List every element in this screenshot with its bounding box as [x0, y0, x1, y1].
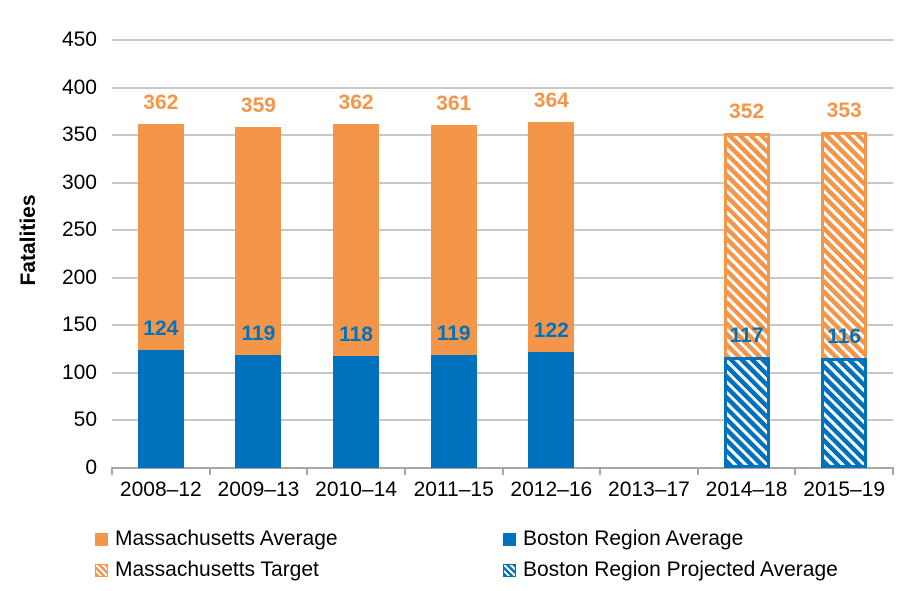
gridline: [112, 229, 893, 232]
x-tick-label: 2010–14: [315, 478, 397, 501]
gridline: [112, 419, 893, 422]
y-tick-label: 150: [61, 313, 97, 337]
x-tick-label: 2012–16: [510, 478, 593, 501]
bar-boston-average-segment: [137, 350, 184, 468]
legend-swatch-hatched: [95, 563, 108, 577]
x-axis-tick: [794, 467, 797, 475]
legend-item: Massachusetts Target: [95, 559, 503, 581]
y-tick-label: 100: [61, 360, 97, 384]
bar-boston-label: 122: [533, 318, 569, 342]
legend-swatch-hatched: [503, 563, 516, 577]
legend-label: Massachusetts Target: [115, 558, 319, 581]
bar-total-label: 359: [240, 93, 276, 117]
x-axis-tick: [696, 467, 699, 475]
gridline: [112, 324, 893, 327]
x-tick-label: 2011–15: [413, 478, 494, 501]
x-tick-label: 2009–13: [217, 478, 300, 501]
y-tick-label: 400: [61, 75, 97, 99]
x-axis-tick: [501, 467, 504, 475]
x-axis-tick: [403, 467, 406, 475]
x-axis-tick: [111, 467, 113, 475]
bar-boston-label: 119: [436, 321, 471, 345]
x-tick-label: 2013–17: [608, 478, 690, 501]
y-tick-label: 0: [85, 456, 97, 479]
x-tick-label: 2014–18: [705, 478, 788, 501]
bar-boston-average-segment: [528, 351, 575, 468]
legend-label: Boston Region Average: [523, 527, 744, 550]
y-tick-label: 200: [61, 265, 97, 289]
bar-total-label: 361: [436, 91, 472, 115]
legend: Massachusetts Average Boston Region Avera…: [95, 528, 838, 581]
bar-total-label: 362: [338, 90, 374, 114]
bar-total-label: 353: [826, 99, 862, 123]
legend-item: Boston Region Average: [503, 528, 838, 550]
bar-total-label: 362: [143, 90, 179, 114]
y-tick-label: 350: [61, 123, 97, 147]
legend-label: Boston Region Projected Average: [523, 558, 838, 581]
x-tick-label: 2008–12: [119, 478, 202, 501]
legend-item: Massachusetts Average: [95, 528, 503, 550]
y-tick-label: 250: [61, 218, 97, 242]
bar-boston-projected-segment: [821, 357, 868, 468]
bar-boston-projected-segment: [723, 356, 770, 468]
gridline: [112, 134, 893, 137]
x-tick-label: 2015–19: [803, 478, 886, 501]
x-axis-tick: [306, 467, 309, 475]
gridline: [112, 371, 893, 374]
bar-boston-label: 116: [827, 324, 862, 348]
bar-boston-average-segment: [235, 354, 282, 468]
gridline: [112, 39, 893, 41]
legend-label: Massachusetts Average: [115, 527, 338, 550]
bar-boston-average-segment: [333, 355, 380, 468]
bar-total-label: 364: [533, 88, 569, 112]
bar-boston-label: 118: [339, 322, 373, 346]
gridline: [112, 181, 893, 184]
bar-boston-label: 119: [241, 321, 276, 345]
legend-item: Boston Region Projected Average: [503, 559, 838, 581]
y-tick-label: 450: [61, 28, 97, 51]
y-tick-label: 300: [61, 170, 97, 194]
x-axis-tick: [892, 467, 894, 475]
x-axis-tick: [208, 467, 211, 475]
gridline: [112, 276, 893, 279]
bar-total-label: 352: [729, 100, 765, 124]
gridline: [112, 86, 893, 89]
bar-boston-label: 124: [143, 317, 179, 341]
y-tick-label: 50: [73, 408, 97, 432]
bar-boston-average-segment: [430, 354, 477, 468]
legend-swatch-solid: [503, 532, 516, 546]
bar-boston-label: 117: [729, 323, 764, 347]
legend-swatch-solid: [95, 532, 108, 546]
x-axis-tick: [599, 467, 602, 475]
